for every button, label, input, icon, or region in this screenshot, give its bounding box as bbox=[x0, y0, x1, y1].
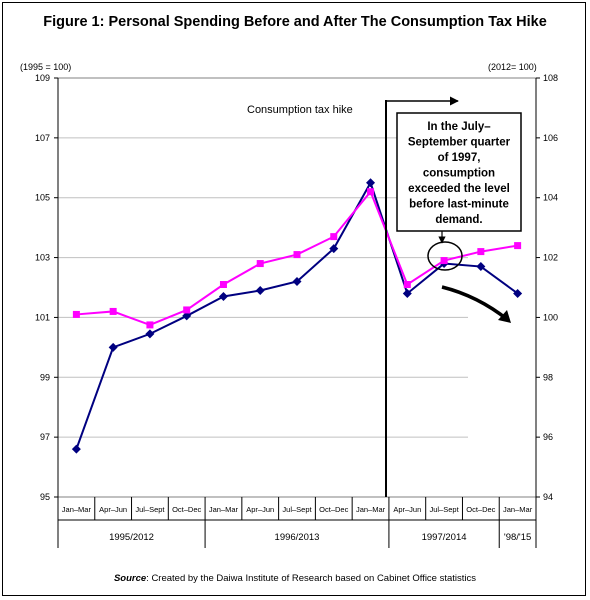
x-axis-tick-label: Apr–Jun bbox=[99, 505, 127, 514]
source-note: Source: Created by the Daiwa Institute o… bbox=[0, 573, 590, 584]
x-axis-tick-label: Jul–Sept bbox=[135, 505, 165, 514]
highlight-circle bbox=[427, 241, 463, 271]
data-point bbox=[146, 321, 154, 329]
x-axis-tick-label: Oct–Dec bbox=[172, 505, 201, 514]
data-point bbox=[476, 262, 486, 272]
data-point bbox=[183, 306, 191, 314]
x-axis-labels: Jan–Mar Apr–Jun Jul–Sept Oct–Dec Jan–Mar Apr–… bbox=[57, 497, 537, 548]
right-axis-tick-label: 104 bbox=[543, 193, 558, 203]
callout-text: before last-minute bbox=[409, 199, 509, 211]
right-axis-tick-label: 106 bbox=[543, 133, 558, 143]
x-axis-group-label: 1996/2013 bbox=[275, 532, 320, 543]
data-point bbox=[109, 307, 117, 315]
x-axis-tick-label: Jan–Mar bbox=[356, 505, 386, 514]
right-axis-tick-label: 102 bbox=[543, 253, 558, 263]
x-axis-group-label: 1997/2014 bbox=[422, 532, 467, 543]
x-axis-group-label: 1995/2012 bbox=[109, 532, 154, 543]
data-point bbox=[366, 178, 376, 188]
data-point bbox=[72, 310, 80, 318]
x-axis-tick-label: Jul–Sept bbox=[282, 505, 312, 514]
series-lines bbox=[71, 178, 523, 454]
data-point bbox=[292, 277, 302, 287]
right-axis-tick-label: 98 bbox=[543, 372, 553, 382]
tax-hike-label: Consumption tax hike bbox=[247, 104, 353, 116]
right-axis-tick-label: 96 bbox=[543, 432, 553, 442]
x-axis-tick-label: Oct–Dec bbox=[466, 505, 495, 514]
left-axis-label: (1995 = 100) bbox=[20, 62, 71, 72]
data-point bbox=[514, 242, 522, 250]
x-axis-tick-label: Jan–Mar bbox=[503, 505, 533, 514]
data-point bbox=[219, 281, 227, 289]
x-axis-tick-label: Apr–Jun bbox=[246, 505, 274, 514]
callout-text: In the July– bbox=[427, 121, 491, 133]
left-axis-tick-label: 107 bbox=[35, 133, 50, 143]
right-axis-label: (2012= 100) bbox=[488, 62, 537, 72]
data-point bbox=[513, 288, 523, 298]
data-point bbox=[367, 188, 375, 196]
right-axis-tick-label: 108 bbox=[543, 73, 558, 83]
data-point bbox=[145, 329, 155, 339]
x-axis-tick-label: Jul–Sept bbox=[429, 505, 459, 514]
chart-title: Figure 1: Personal Spending Before and A… bbox=[43, 14, 547, 30]
data-point bbox=[477, 248, 485, 256]
source-text: : Created by the Daiwa Institute of Rese… bbox=[146, 573, 477, 584]
callout-text: of 1997, bbox=[438, 152, 481, 164]
data-point bbox=[330, 233, 338, 241]
data-point bbox=[182, 311, 192, 321]
left-axis-tick-label: 103 bbox=[35, 253, 50, 263]
data-point bbox=[108, 342, 118, 352]
x-axis-tick-label: Oct–Dec bbox=[319, 505, 348, 514]
x-axis-tick-label: Apr–Jun bbox=[393, 505, 421, 514]
data-point bbox=[293, 251, 301, 259]
annotations: Consumption tax hike In the July– Septembe… bbox=[247, 96, 522, 497]
x-axis-tick-label: Jan–Mar bbox=[209, 505, 239, 514]
left-axis-tick-label: 97 bbox=[40, 432, 50, 442]
callout-text: September quarter bbox=[408, 137, 511, 149]
right-axis-tick-label: 94 bbox=[543, 492, 553, 502]
data-point bbox=[402, 288, 412, 298]
x-axis-group-label: '98/'15 bbox=[504, 532, 531, 543]
data-point bbox=[440, 257, 448, 265]
figure-frame bbox=[2, 2, 586, 596]
left-axis-tick-label: 99 bbox=[40, 372, 50, 382]
left-axis-tick-label: 109 bbox=[35, 73, 50, 83]
axes: 95 97 99 101 103 105 107 109(1995 = 100) 94 96 98 1… bbox=[20, 62, 558, 502]
left-axis-tick-label: 95 bbox=[40, 492, 50, 502]
data-point bbox=[256, 260, 264, 268]
callout-box bbox=[396, 112, 522, 232]
data-point bbox=[403, 281, 411, 289]
data-point bbox=[329, 244, 339, 254]
right-axis-tick-label: 100 bbox=[543, 312, 558, 322]
data-point bbox=[71, 444, 81, 454]
callout-text: exceeded the level bbox=[408, 183, 510, 195]
callout-text: demand. bbox=[435, 214, 482, 226]
callout-text: consumption bbox=[423, 168, 495, 180]
data-point bbox=[218, 291, 228, 301]
source-label: Source bbox=[113, 573, 147, 584]
left-axis-tick-label: 101 bbox=[35, 312, 50, 322]
data-point bbox=[255, 285, 265, 295]
trend-arrow-head bbox=[498, 310, 511, 323]
x-axis-tick-label: Jan–Mar bbox=[62, 505, 92, 514]
left-axis-tick-label: 105 bbox=[35, 193, 50, 203]
